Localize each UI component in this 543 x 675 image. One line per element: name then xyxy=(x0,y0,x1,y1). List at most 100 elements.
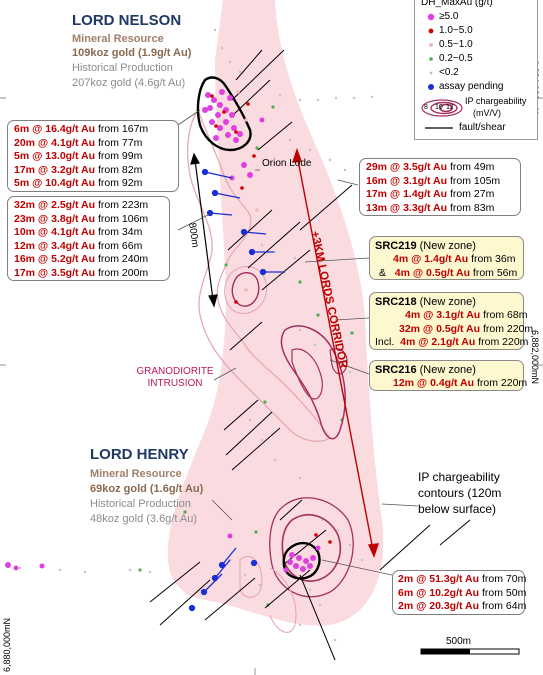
lord-henry-resource-value: 69koz gold (1.6g/t Au) xyxy=(90,483,204,495)
legend-label: ≥5.0 xyxy=(439,11,459,22)
intercept-from: from 49m xyxy=(449,161,495,173)
ip-chargeability-contours xyxy=(224,266,354,633)
intercept-grade: 5m @ 13.0g/t Au xyxy=(14,150,96,163)
hole-note: (New zone) xyxy=(419,240,476,252)
legend-ip-ring-outer xyxy=(421,99,463,117)
intercept-grade: 4m @ 1.4g/t Au xyxy=(393,253,469,265)
intercept-from: from 106m xyxy=(97,212,149,225)
lords-corridor-zone xyxy=(167,0,384,626)
intercept-from: from 167m xyxy=(97,123,149,135)
intercept-box-henry: 2m @ 51.3g/t Au from 70m 6m @ 10.2g/t Au… xyxy=(392,570,527,615)
legend-label: 0.2~0.5 xyxy=(439,53,473,64)
intercept-prefix: & xyxy=(379,266,387,279)
intercept-box-orion: 29m @ 3.5g/t Au from 49m 16m @ 3.1g/t Au… xyxy=(359,158,521,216)
intercept-grade: 12m @ 0.4g/t Au xyxy=(393,377,475,389)
intercept-from: from 83m xyxy=(449,201,495,214)
lord-henry-resource-label: Mineral Resource xyxy=(90,468,182,480)
intercept-box-nelson-b: 32m @ 2.5g/t Au from 223m 23m @ 3.8g/t A… xyxy=(7,196,170,281)
intercept-box-src216: SRC216 (New zone) 12m @ 0.4g/t Au from 2… xyxy=(369,360,528,391)
intercept-from: from 240m xyxy=(97,253,149,266)
legend-ip-ring-mid xyxy=(430,101,458,115)
hole-note: (New zone) xyxy=(419,296,476,308)
legend-label: assay pending xyxy=(439,81,504,92)
intercept-grade: 12m @ 3.4g/t Au xyxy=(14,239,96,252)
lord-henry-title: LORD HENRY xyxy=(90,446,189,463)
intercept-box-nelson-a: 6m @ 16.4g/t Au from 167m 20m @ 4.1g/t A… xyxy=(7,120,179,192)
intercept-grade: 5m @ 10.4g/t Au xyxy=(14,177,96,190)
legend-symbols xyxy=(421,13,463,129)
intercept-from: from 223m xyxy=(97,199,149,211)
hole-note: (New zone) xyxy=(419,364,476,376)
intercept-grade: 4m @ 2.1g/t Au xyxy=(400,336,476,349)
hole-id: SRC218 xyxy=(375,296,417,308)
intercept-from: from 66m xyxy=(97,239,143,252)
lord-henry-high-grade-collars xyxy=(283,545,321,573)
intercept-from: from 27m xyxy=(449,188,495,201)
legend-label: 0.5~1.0 xyxy=(439,39,473,50)
intercept-grade: 23m @ 3.8g/t Au xyxy=(14,212,96,225)
legend-swatch-magenta xyxy=(427,13,435,21)
intercept-grade: 10m @ 4.1g/t Au xyxy=(14,226,96,239)
intercept-grade: 16m @ 5.2g/t Au xyxy=(14,253,96,266)
intercept-from: from 36m xyxy=(471,253,516,265)
lord-nelson-resource-label: Mineral Resource xyxy=(72,33,164,45)
ip-contours-label-2: contours (120m xyxy=(418,486,502,500)
corridor-arrow xyxy=(291,147,380,558)
scale-bar xyxy=(420,648,520,655)
hole-id: SRC219 xyxy=(375,240,417,252)
scale-bar-label: 500m xyxy=(446,636,472,647)
intercept-from: from 99m xyxy=(97,150,143,163)
legend-label: 1.0~5.0 xyxy=(439,25,473,36)
hole-id: SRC216 xyxy=(375,364,417,376)
intercept-from: from 50m xyxy=(481,586,527,599)
legend-panel: DH_MaxAu (g/t) ≥5.0 1.0~5.0 0.5~1.0 0.2~… xyxy=(414,0,538,140)
intercept-grade: 17m @ 1.4g/t Au xyxy=(366,188,448,201)
drillhole-collars-0.2-0.5 xyxy=(138,105,354,607)
intercept-from: from 82m xyxy=(97,163,143,176)
distance-800m-arrow xyxy=(190,152,218,308)
intercept-grade: 32m @ 2.5g/t Au xyxy=(14,199,96,211)
intercept-grade: 29m @ 3.5g/t Au xyxy=(366,161,448,173)
legend-ip-value: 12 xyxy=(446,104,454,111)
legend-ip-value: 8 xyxy=(424,104,428,111)
legend-ip-label: IP chargeability xyxy=(465,96,527,106)
intercept-grade: 17m @ 3.2g/t Au xyxy=(14,163,96,176)
intercept-from: from 34m xyxy=(97,226,143,239)
legend-swatch-blue xyxy=(428,84,434,90)
intercept-from: from 92m xyxy=(97,177,143,190)
intercept-grade: 4m @ 3.1g/t Au xyxy=(405,309,481,321)
intercept-from: from 70m xyxy=(481,573,527,585)
intercept-from: from 77m xyxy=(97,136,143,149)
intercept-prefix: Incl. xyxy=(375,336,395,349)
intercept-box-src219: SRC219 (New zone) 4m @ 1.4g/t Au from 36… xyxy=(369,236,524,280)
lord-nelson-historical-value: 207koz gold (4.6g/t Au) xyxy=(72,77,186,89)
legend-title: DH_MaxAu (g/t) xyxy=(421,0,493,8)
granodiorite-label-1: GRANODIORITE xyxy=(136,366,214,377)
fault-shear-lines xyxy=(149,49,471,661)
grid-ticks xyxy=(0,97,543,675)
intercept-grade: 4m @ 0.5g/t Au xyxy=(394,266,470,279)
legend-swatch-pink xyxy=(429,43,433,47)
intercept-grade: 2m @ 51.3g/t Au xyxy=(398,573,480,585)
intercept-from: from 56m xyxy=(472,266,518,279)
intercept-from: from 200m xyxy=(97,266,149,279)
lord-henry-historical-label: Historical Production xyxy=(90,498,191,510)
intercept-grade: 32m @ 0.5g/t Au xyxy=(399,322,481,335)
lord-henry-historical-value: 48koz gold (3.6g/t Au) xyxy=(90,513,198,525)
intercept-grade: 2m @ 20.3g/t Au xyxy=(398,600,480,613)
legend-swatch-red xyxy=(428,28,434,34)
granodiorite-label-2: INTRUSION xyxy=(136,378,214,389)
legend-ip-ring-inner xyxy=(439,103,453,113)
lord-henry-pit-outline xyxy=(282,541,321,580)
legend-swatch-grey xyxy=(429,71,433,75)
ip-contours-label-1: IP chargeability xyxy=(418,470,500,484)
lord-nelson-title: LORD NELSON xyxy=(72,12,182,29)
intercept-from: from 220m xyxy=(476,377,528,389)
legend-label: <0.2 xyxy=(439,67,459,78)
intercept-from: from 64m xyxy=(481,600,527,613)
lord-nelson-pit-outline xyxy=(196,76,252,152)
lord-nelson-resource-value: 109koz gold (1.9g/t Au) xyxy=(72,47,192,59)
northing-label-2: 6,882,000mN xyxy=(530,330,540,385)
legend-ip-unit: (mV/V) xyxy=(473,108,501,118)
